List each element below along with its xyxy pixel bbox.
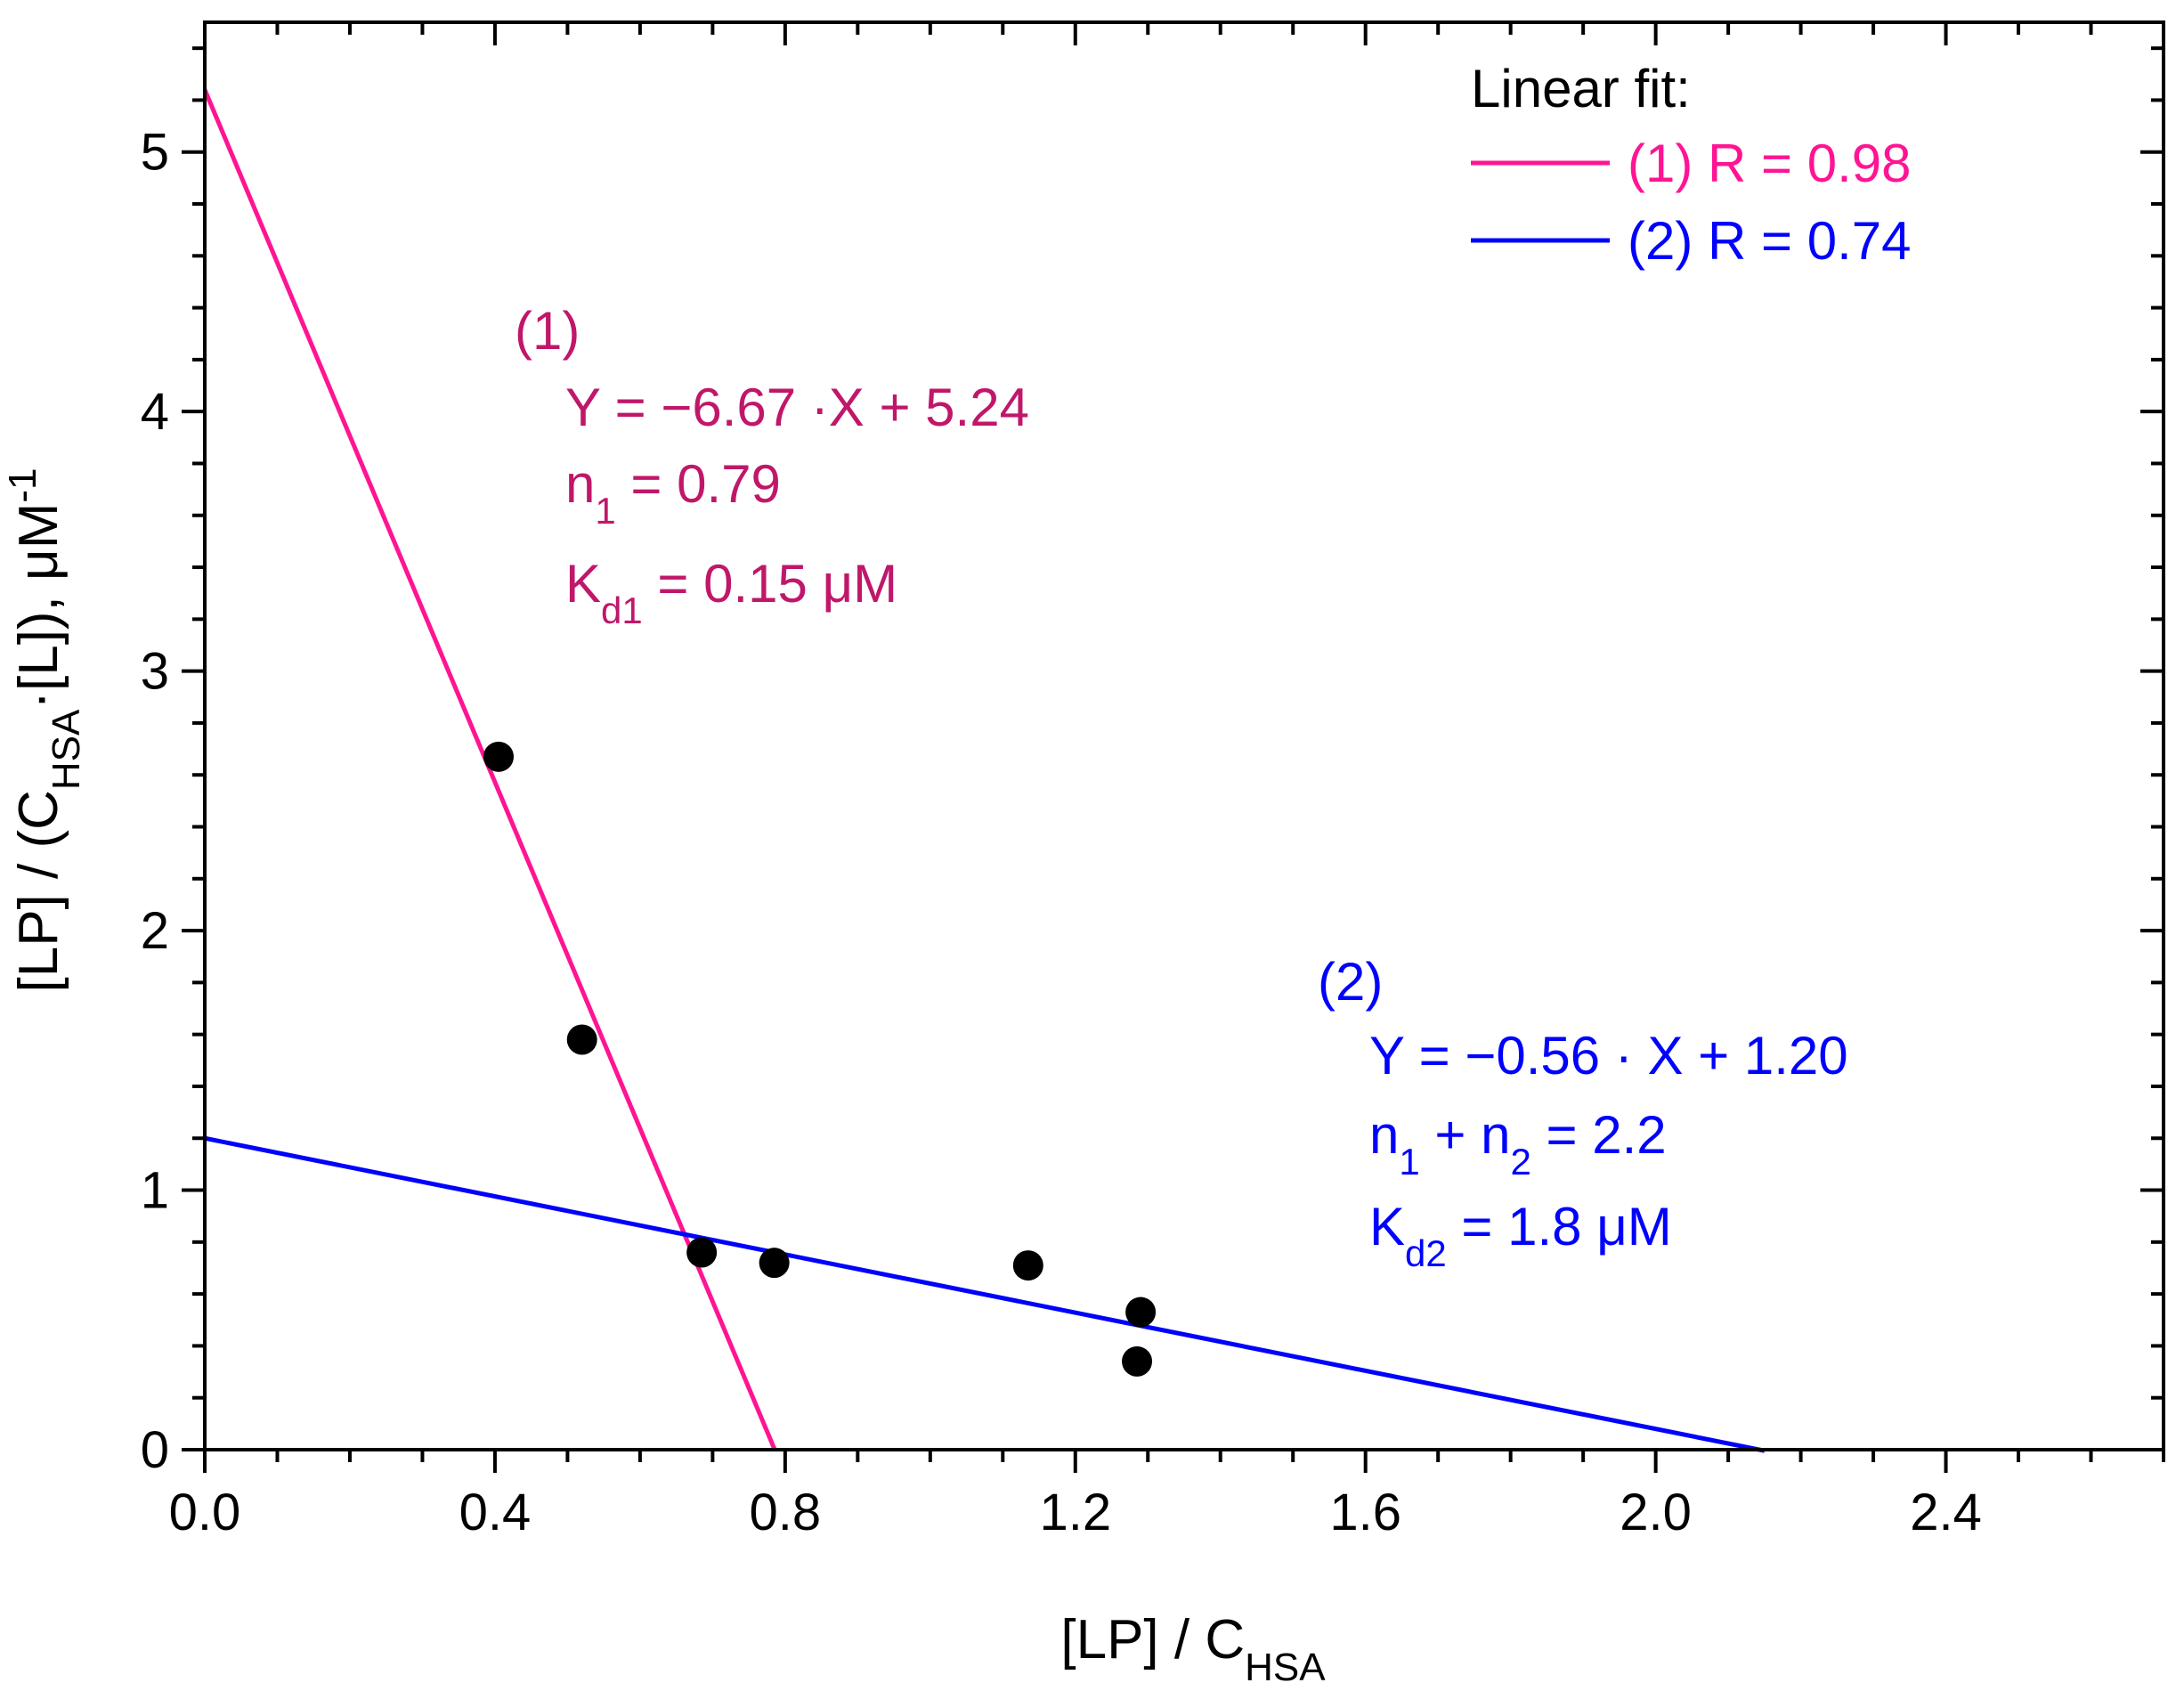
x-tick-label: 0.8: [750, 1484, 822, 1541]
annotation-fit1-k: Kd1 = 0.15 μM: [565, 554, 897, 631]
x-tick-label: 0.4: [459, 1484, 532, 1541]
legend-label-fit2: (2) R = 0.74: [1628, 211, 1912, 271]
y-axis-title: [LP] / (CHSA·[L]), μM-1: [1, 467, 88, 992]
y-tick-label: 0: [141, 1421, 169, 1479]
legend-label-fit1: (1) R = 0.98: [1628, 134, 1912, 193]
annotation-fit2-title: (2): [1318, 952, 1383, 1012]
legend-title: Linear fit:: [1471, 59, 1691, 118]
annotation-fit2-equation: Y = −0.56 · X + 1.20: [1369, 1026, 1848, 1085]
y-tick-label: 1: [141, 1162, 169, 1220]
annotation-fit1: (1) Y = −6.67 ·X + 5.24 n1 = 0.79 Kd1 = …: [515, 301, 1029, 631]
y-tick-label: 3: [141, 643, 169, 701]
data-point: [686, 1237, 718, 1268]
legend: Linear fit: (1) R = 0.98 (2) R = 0.74: [1471, 59, 1912, 271]
x-tick-label: 2.4: [1910, 1484, 1982, 1541]
x-tick-label: 1.6: [1329, 1484, 1401, 1541]
annotation-fit2-k: Kd2 = 1.8 μM: [1369, 1197, 1672, 1274]
fit-line-fit2: [204, 1135, 1766, 1453]
annotation-fit2: (2) Y = −0.56 · X + 1.20 n1 + n2 = 2.2 K…: [1318, 952, 1848, 1274]
data-point: [483, 741, 514, 772]
data-point: [1012, 1250, 1043, 1281]
data-point: [566, 1024, 597, 1055]
x-axis-ticks: 0.0 0.4 0.8 1.2 1.6 2.0 2.4: [169, 22, 2165, 1541]
data-point: [1125, 1297, 1157, 1328]
data-point: [759, 1248, 790, 1279]
annotation-fit2-n: n1 + n2 = 2.2: [1369, 1105, 1667, 1183]
y-tick-label: 4: [141, 383, 169, 441]
plot-frame: [203, 20, 2165, 1451]
annotation-fit1-equation: Y = −6.67 ·X + 5.24: [565, 378, 1029, 437]
x-tick-label: 2.0: [1620, 1484, 1692, 1541]
x-axis-title: [LP] / CHSA: [1060, 1609, 1326, 1689]
annotation-fit1-title: (1): [515, 301, 580, 361]
data-point: [1122, 1345, 1153, 1377]
y-tick-label: 5: [141, 124, 169, 182]
y-axis-ticks: 0 1 2 3 4 5: [141, 46, 2164, 1479]
x-tick-label: 0.0: [169, 1484, 241, 1541]
annotation-fit1-n: n1 = 0.79: [565, 454, 781, 532]
fit-lines: [202, 88, 1766, 1453]
data-points: [483, 741, 1157, 1377]
y-tick-label: 2: [141, 902, 169, 960]
x-tick-label: 1.2: [1039, 1484, 1111, 1541]
fit-line-fit1: [202, 88, 776, 1450]
